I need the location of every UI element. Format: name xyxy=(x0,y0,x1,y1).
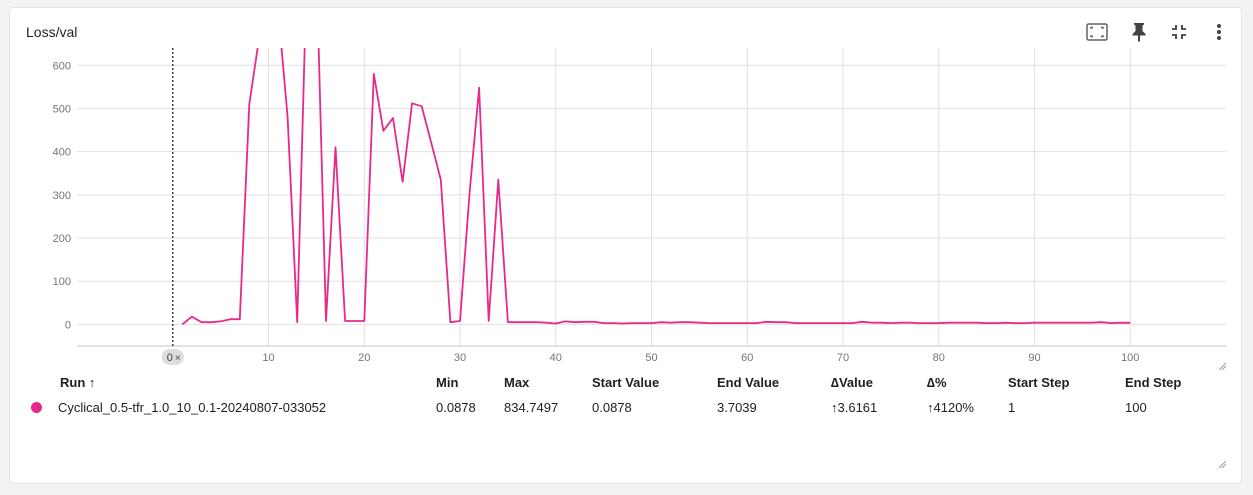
column-header-min[interactable]: Min xyxy=(436,375,459,390)
start-value: 0.0878 xyxy=(592,400,632,415)
y-tick-label: 200 xyxy=(53,233,71,245)
fit-domain-icon xyxy=(1086,23,1108,41)
x-tick-label: 50 xyxy=(645,352,657,364)
column-header-delta-percent[interactable]: ∆% xyxy=(927,375,947,390)
column-header-delta-value[interactable]: ∆Value xyxy=(831,375,873,390)
step-cursor-close-icon[interactable]: × xyxy=(175,353,181,364)
x-tick-label: 10 xyxy=(262,352,274,364)
fit-domain-button[interactable] xyxy=(1085,20,1109,44)
x-tick-label: 70 xyxy=(837,352,849,364)
series-line[interactable] xyxy=(181,48,1131,326)
y-tick-label: 600 xyxy=(53,60,71,72)
y-tick-label: 100 xyxy=(53,276,71,288)
start-step: 1 xyxy=(1008,400,1016,415)
x-tick-label: 90 xyxy=(1028,352,1040,364)
x-tick-label: 40 xyxy=(550,352,562,364)
chart-resize-handle-icon[interactable] xyxy=(1217,361,1227,371)
column-header-run[interactable]: Run ↑ xyxy=(60,375,96,390)
delta-value: ↑3.6161 xyxy=(831,400,878,415)
x-tick-label: 80 xyxy=(933,352,945,364)
step-cursor-badge[interactable]: 0 × xyxy=(161,349,184,365)
column-header-end-value[interactable]: End Value xyxy=(717,375,780,390)
x-tick-label: 100 xyxy=(1121,352,1139,364)
column-header-max[interactable]: Max xyxy=(504,375,530,390)
step-cursor-label: 0 xyxy=(167,352,173,364)
run-name: Cyclical_0.5-tfr_1.0_10_0.1-20240807-033… xyxy=(58,400,327,415)
column-header-end-step[interactable]: End Step xyxy=(1125,375,1182,390)
run-color-swatch xyxy=(31,402,42,413)
y-tick-label: 500 xyxy=(53,103,71,115)
line-chart[interactable]: 0 100 200 300 400 500 600 10 20 30 40 50 60 70 80 90 100… xyxy=(10,48,1243,368)
column-header-start-value[interactable]: Start Value xyxy=(592,375,660,390)
y-tick-label: 300 xyxy=(53,190,71,202)
y-tick-label: 0 xyxy=(65,319,71,331)
x-tick-label: 30 xyxy=(454,352,466,364)
x-tick-label: 20 xyxy=(358,352,370,364)
collapse-button[interactable] xyxy=(1167,20,1191,44)
step-cursor-badge-bg xyxy=(161,349,184,365)
more-options-button[interactable] xyxy=(1207,20,1231,44)
delta-percent: ↑4120% xyxy=(927,400,974,415)
more-vert-icon xyxy=(1217,24,1221,40)
pin-button[interactable] xyxy=(1127,20,1151,44)
end-value: 3.7039 xyxy=(717,400,757,415)
collapse-icon xyxy=(1172,25,1186,39)
y-tick-label: 400 xyxy=(53,147,71,159)
max-value: 834.7497 xyxy=(504,400,559,415)
card-resize-handle-icon[interactable] xyxy=(1217,459,1227,469)
min-value: 0.0878 xyxy=(436,400,476,415)
pin-icon xyxy=(1132,23,1146,42)
end-step: 100 xyxy=(1125,400,1147,415)
scalar-card: Loss/val 0 1 xyxy=(9,7,1242,484)
card-title: Loss/val xyxy=(26,24,78,40)
x-tick-label: 60 xyxy=(741,352,753,364)
column-header-start-step[interactable]: Start Step xyxy=(1008,375,1070,390)
